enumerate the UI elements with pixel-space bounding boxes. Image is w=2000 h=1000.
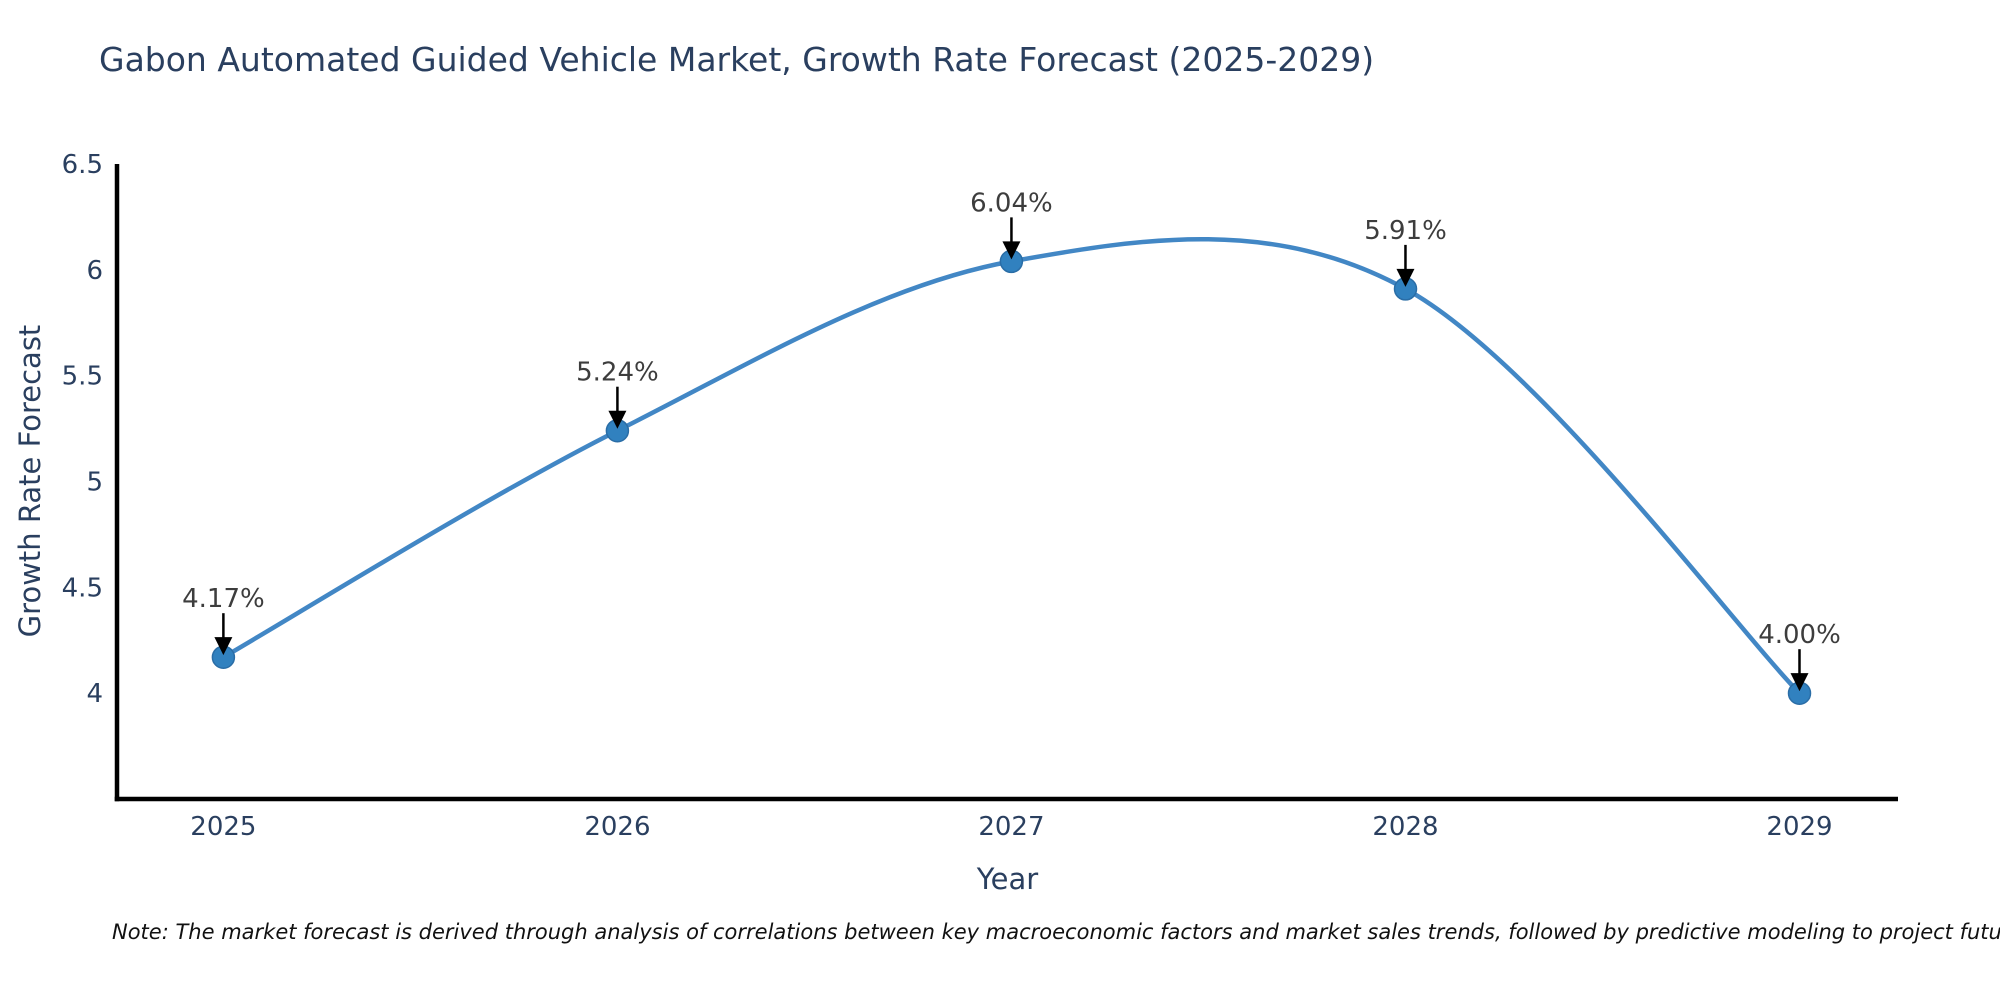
x-tick-label: 2026 [584,812,650,842]
annotation-arrowhead-icon [608,410,627,429]
annotation-arrowhead-icon [214,637,233,656]
point-annotation: 6.04% [970,188,1053,218]
chart-title: Gabon Automated Guided Vehicle Market, G… [99,40,1375,79]
x-tick-label: 2029 [1766,812,1832,842]
point-annotation: 5.24% [576,358,659,388]
point-annotation: 4.17% [182,584,265,614]
annotation-arrowhead-icon [1002,241,1021,260]
x-tick-label: 2025 [190,812,256,842]
y-tick-label: 4 [86,679,103,709]
trend-line [221,236,1802,696]
x-tick-label: 2027 [978,812,1044,842]
y-tick-label: 6.5 [62,150,103,180]
y-tick-label: 5.5 [62,362,103,392]
y-tick-label: 4.5 [62,573,103,603]
point-annotation: 5.91% [1364,216,1447,246]
y-tick-label: 5 [86,468,103,498]
footnote: Note: The market forecast is derived thr… [112,920,2000,944]
y-tick-label: 6 [86,256,103,286]
annotation-arrowhead-icon [1790,673,1809,692]
x-tick-label: 2028 [1372,812,1438,842]
x-axis-title: Year [976,862,1039,896]
point-annotation: 4.00% [1758,620,1841,650]
annotation-arrowhead-icon [1396,268,1415,287]
